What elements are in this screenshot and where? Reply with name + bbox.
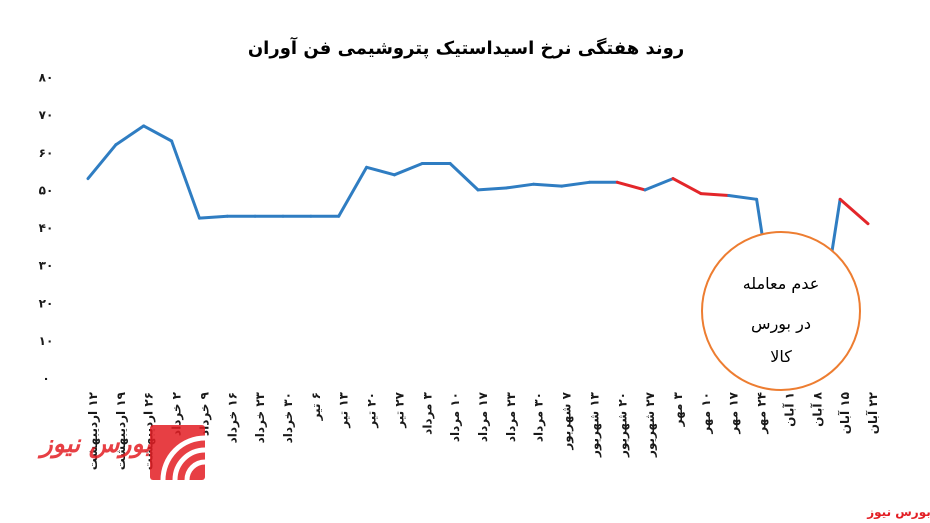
y-tick-label: ۴۰ [39,221,54,235]
x-tick-label: ۶ تیر [309,392,323,421]
series-segment [504,182,536,190]
x-tick-label: ۲۳ مرداد [504,391,518,442]
x-tick-label: ۳ مرداد [420,391,434,435]
annotation-line: عدم معامله [743,274,820,293]
x-tick-label: ۲۰ شهریور [615,392,630,458]
series-segment [448,162,480,192]
x-tick-label: ۸ آبان [809,391,824,427]
highlighted-series-segment [671,177,703,196]
x-tick-label: ۳ مهر [671,391,685,427]
x-tick-label: ۳۰ خرداد [281,392,295,443]
x-tick-label: ۹ خرداد [197,391,211,436]
x-tick-label: ۱۳ تیر [337,391,351,428]
x-tick-label: ۱۰ مرداد [448,392,462,442]
x-tick-label: ۲ خرداد [170,391,184,436]
x-tick-label: ۳۰ مرداد [532,392,546,442]
annotation-circle [701,231,861,391]
annotation-line: کالا [770,347,792,366]
x-tick-label: ۷ شهریور [560,391,575,450]
source-label: بورس نیوز [866,505,930,520]
series-segment [114,124,146,147]
logo-stripe [172,447,206,481]
series-segment [476,186,508,192]
y-tick-label: ۱۰ [39,334,54,348]
y-tick-label: ۳۰ [39,259,54,273]
series-segment [532,182,564,188]
series-segment [392,162,424,177]
highlighted-series-segment [615,180,647,192]
y-tick-label: ۶۰ [39,146,54,160]
series-segment [560,180,591,188]
series-segment [337,165,369,218]
x-tick-label: ۱۷ مهر [727,391,741,434]
logo-stripe [160,435,206,481]
x-tick-label: ۱۲ اردیبهشت [86,391,100,470]
x-tick-label: ۱۰ مهر [699,392,713,435]
series-segment [86,143,118,181]
x-tick-label: ۲۴ مهر [755,392,769,435]
bourse-news-logo: بورس نیوز [37,425,206,481]
x-tick-label: ۲۷ تیر [392,391,406,428]
x-tick-label: ۱۵ آبان [837,392,852,434]
x-tick-label: ۲۳ خرداد [253,391,267,443]
series-segment [727,194,759,201]
series-segment [170,139,201,220]
x-tick-label: ۱۷ مرداد [476,391,490,442]
x-tick-label: ۱۹ اردیبهشت [114,391,128,470]
x-tick-label: ۲۷ شهریور [643,391,658,458]
x-tick-label: ۱۳ شهریور [587,391,602,458]
y-axis: ۰ ۱۰ ۲۰ ۳۰ ۴۰ ۵۰ ۶۰ ۷۰ ۸۰ [39,71,54,386]
x-tick-label: ۱ آبان [781,392,796,427]
highlighted-series-segment [699,192,731,197]
y-tick-label: ۵۰ [39,183,54,197]
no-trade-annotation: عدم معامله در بورس کالا [701,231,861,391]
y-tick-label: ۲۰ [39,296,54,310]
series-segment [197,214,229,220]
logo-text: بورس نیوز [37,429,153,459]
x-tick-label: ۲۲ آبان [865,391,880,434]
highlighted-series-segment [838,197,870,226]
y-tick-label: ۰ [42,372,49,386]
y-tick-label: ۷۰ [39,108,54,122]
series-segment [643,177,675,192]
series-segment [365,165,396,177]
annotation-line: در بورس [751,314,811,334]
x-tick-label: ۲۰ تیر [365,392,379,429]
chart-title: روند هفتگی نرخ اسیداستیک پتروشیمی فن آور… [248,36,684,59]
series-segment [142,124,174,143]
x-tick-label: ۱۶ خرداد [225,392,239,443]
y-tick-label: ۸۰ [39,71,54,85]
logo-stripe [184,459,206,481]
